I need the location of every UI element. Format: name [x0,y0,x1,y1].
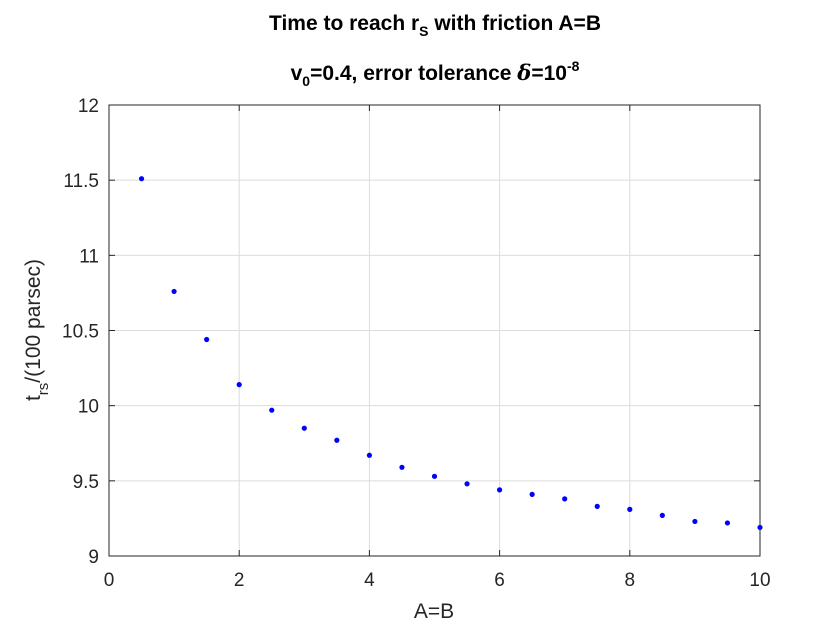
y-tick-label: 11 [79,246,99,267]
x-tick-label: 2 [234,570,245,591]
data-point [366,452,372,458]
data-point [464,481,470,487]
y-tick-label: 12 [78,96,99,117]
x-tick-label: 8 [625,570,636,591]
data-point [138,176,145,182]
y-tick-label: 10 [78,397,99,418]
data-point [269,407,275,413]
x-tick-label: 10 [749,570,770,591]
data-point [529,491,535,497]
chart-title-line1: Time to reach rS with friction A=B [269,12,601,39]
data-points [138,176,763,531]
y-tick-label: 9 [88,547,99,568]
chart-title-line2: v0=0.4, error tolerance δ=10-8 [291,58,580,89]
x-axis-label: A=B [414,600,454,623]
axis-ticks: 0 2 4 6 8 10 9 9.5 10 10.5 11 11.5 12 [62,96,771,591]
y-tick-label: 10.5 [62,322,99,343]
y-tick-label: 11.5 [63,171,99,192]
data-point [171,288,177,295]
data-point [757,524,763,531]
y-axis-label: trs/(100 parsec) [22,259,52,401]
data-point [594,503,600,509]
data-point [724,520,731,526]
data-point [236,382,242,388]
x-tick-label: 4 [364,570,375,591]
data-point [431,473,438,479]
grid-lines [108,104,761,557]
data-point [301,425,307,431]
data-point [562,496,568,502]
x-tick-label: 0 [104,570,115,591]
data-point [399,464,405,470]
data-point [692,518,698,525]
data-point [334,437,340,443]
data-point [204,336,210,343]
y-tick-label: 9.5 [73,472,99,493]
data-point [659,512,665,519]
x-tick-label: 6 [494,570,505,591]
data-point [497,487,503,493]
data-point [627,506,633,512]
